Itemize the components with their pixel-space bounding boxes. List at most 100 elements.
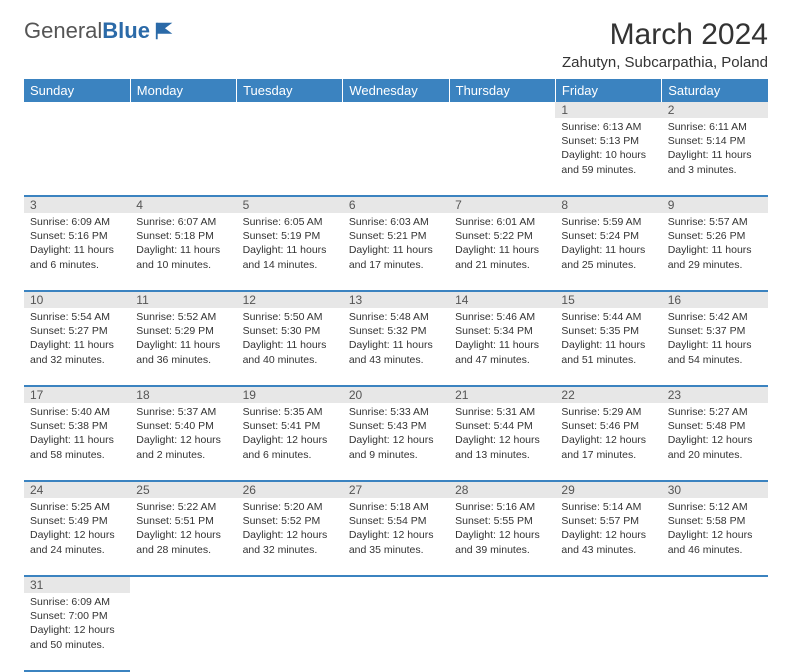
day-number-cell: 27 (343, 481, 449, 498)
day-number-cell (555, 576, 661, 593)
sunrise-line: Sunrise: 5:33 AM (349, 405, 443, 419)
day-number-cell: 26 (237, 481, 343, 498)
day-cell-content: Sunrise: 6:09 AMSunset: 5:16 PMDaylight:… (24, 213, 130, 276)
day-number-cell: 23 (662, 386, 768, 403)
week-row: Sunrise: 6:09 AMSunset: 7:00 PMDaylight:… (24, 593, 768, 671)
daylight-line: Daylight: 11 hours and 3 minutes. (668, 148, 762, 176)
daylight-line: Daylight: 11 hours and 47 minutes. (455, 338, 549, 366)
sunrise-line: Sunrise: 6:09 AM (30, 215, 124, 229)
sunset-line: Sunset: 5:38 PM (30, 419, 124, 433)
day-number-cell: 19 (237, 386, 343, 403)
daylight-line: Daylight: 12 hours and 9 minutes. (349, 433, 443, 461)
day-cell: Sunrise: 6:09 AMSunset: 7:00 PMDaylight:… (24, 593, 130, 671)
daylight-line: Daylight: 12 hours and 28 minutes. (136, 528, 230, 556)
day-number-cell: 1 (555, 102, 661, 118)
sunset-line: Sunset: 5:58 PM (668, 514, 762, 528)
daylight-line: Daylight: 12 hours and 46 minutes. (668, 528, 762, 556)
sunset-line: Sunset: 5:35 PM (561, 324, 655, 338)
sunset-line: Sunset: 5:49 PM (30, 514, 124, 528)
daylight-line: Daylight: 12 hours and 39 minutes. (455, 528, 549, 556)
day-cell-content: Sunrise: 6:11 AMSunset: 5:14 PMDaylight:… (662, 118, 768, 181)
sunrise-line: Sunrise: 5:54 AM (30, 310, 124, 324)
weekday-header: Wednesday (343, 79, 449, 102)
day-cell-content: Sunrise: 5:46 AMSunset: 5:34 PMDaylight:… (449, 308, 555, 371)
day-number-cell: 21 (449, 386, 555, 403)
day-cell-content: Sunrise: 6:07 AMSunset: 5:18 PMDaylight:… (130, 213, 236, 276)
sunset-line: Sunset: 7:00 PM (30, 609, 124, 623)
day-number-cell: 18 (130, 386, 236, 403)
day-cell-content: Sunrise: 5:54 AMSunset: 5:27 PMDaylight:… (24, 308, 130, 371)
week-row: Sunrise: 5:54 AMSunset: 5:27 PMDaylight:… (24, 308, 768, 386)
day-cell: Sunrise: 5:27 AMSunset: 5:48 PMDaylight:… (662, 403, 768, 481)
week-row: Sunrise: 6:09 AMSunset: 5:16 PMDaylight:… (24, 213, 768, 291)
day-cell-content: Sunrise: 5:52 AMSunset: 5:29 PMDaylight:… (130, 308, 236, 371)
day-cell: Sunrise: 5:54 AMSunset: 5:27 PMDaylight:… (24, 308, 130, 386)
day-cell (343, 593, 449, 671)
day-number-cell: 10 (24, 291, 130, 308)
day-cell-content: Sunrise: 5:48 AMSunset: 5:32 PMDaylight:… (343, 308, 449, 371)
day-cell (343, 118, 449, 196)
day-cell (555, 593, 661, 671)
daynum-row: 17181920212223 (24, 386, 768, 403)
day-cell (130, 593, 236, 671)
day-cell-content: Sunrise: 5:12 AMSunset: 5:58 PMDaylight:… (662, 498, 768, 561)
sunrise-line: Sunrise: 5:25 AM (30, 500, 124, 514)
weekday-header: Sunday (24, 79, 130, 102)
logo-word1: General (24, 18, 102, 43)
sunrise-line: Sunrise: 6:03 AM (349, 215, 443, 229)
day-number-cell: 9 (662, 196, 768, 213)
day-cell: Sunrise: 5:44 AMSunset: 5:35 PMDaylight:… (555, 308, 661, 386)
daynum-row: 31 (24, 576, 768, 593)
sunset-line: Sunset: 5:37 PM (668, 324, 762, 338)
daylight-line: Daylight: 11 hours and 25 minutes. (561, 243, 655, 271)
sunset-line: Sunset: 5:41 PM (243, 419, 337, 433)
daylight-line: Daylight: 12 hours and 35 minutes. (349, 528, 443, 556)
day-number-cell: 5 (237, 196, 343, 213)
day-cell: Sunrise: 5:48 AMSunset: 5:32 PMDaylight:… (343, 308, 449, 386)
daylight-line: Daylight: 12 hours and 17 minutes. (561, 433, 655, 461)
day-cell-content: Sunrise: 5:35 AMSunset: 5:41 PMDaylight:… (237, 403, 343, 466)
sunrise-line: Sunrise: 5:27 AM (668, 405, 762, 419)
day-cell (237, 593, 343, 671)
sunrise-line: Sunrise: 5:46 AM (455, 310, 549, 324)
sunset-line: Sunset: 5:13 PM (561, 134, 655, 148)
day-cell: Sunrise: 5:42 AMSunset: 5:37 PMDaylight:… (662, 308, 768, 386)
sunrise-line: Sunrise: 5:22 AM (136, 500, 230, 514)
day-number-cell (237, 576, 343, 593)
day-number-cell (662, 576, 768, 593)
day-cell: Sunrise: 5:29 AMSunset: 5:46 PMDaylight:… (555, 403, 661, 481)
daynum-row: 12 (24, 102, 768, 118)
sunrise-line: Sunrise: 5:14 AM (561, 500, 655, 514)
sunset-line: Sunset: 5:16 PM (30, 229, 124, 243)
day-cell: Sunrise: 6:01 AMSunset: 5:22 PMDaylight:… (449, 213, 555, 291)
daylight-line: Daylight: 12 hours and 13 minutes. (455, 433, 549, 461)
daylight-line: Daylight: 11 hours and 29 minutes. (668, 243, 762, 271)
day-cell-content: Sunrise: 5:57 AMSunset: 5:26 PMDaylight:… (662, 213, 768, 276)
day-cell-content: Sunrise: 5:42 AMSunset: 5:37 PMDaylight:… (662, 308, 768, 371)
daylight-line: Daylight: 12 hours and 32 minutes. (243, 528, 337, 556)
day-number-cell (343, 576, 449, 593)
sunset-line: Sunset: 5:30 PM (243, 324, 337, 338)
daylight-line: Daylight: 11 hours and 6 minutes. (30, 243, 124, 271)
sunrise-line: Sunrise: 5:29 AM (561, 405, 655, 419)
daylight-line: Daylight: 12 hours and 50 minutes. (30, 623, 124, 651)
day-cell-content: Sunrise: 6:13 AMSunset: 5:13 PMDaylight:… (555, 118, 661, 181)
day-cell: Sunrise: 6:11 AMSunset: 5:14 PMDaylight:… (662, 118, 768, 196)
sunset-line: Sunset: 5:19 PM (243, 229, 337, 243)
day-number-cell: 25 (130, 481, 236, 498)
sunset-line: Sunset: 5:29 PM (136, 324, 230, 338)
sunrise-line: Sunrise: 5:59 AM (561, 215, 655, 229)
logo-word2: Blue (102, 18, 150, 43)
week-row: Sunrise: 6:13 AMSunset: 5:13 PM Daylight:… (24, 118, 768, 196)
day-cell-content: Sunrise: 5:37 AMSunset: 5:40 PMDaylight:… (130, 403, 236, 466)
logo-text: GeneralBlue (24, 18, 150, 44)
month-title: March 2024 (562, 18, 768, 52)
day-cell: Sunrise: 5:16 AMSunset: 5:55 PMDaylight:… (449, 498, 555, 576)
sunrise-line: Sunrise: 6:13 AM (561, 120, 655, 134)
day-cell: Sunrise: 5:12 AMSunset: 5:58 PMDaylight:… (662, 498, 768, 576)
location: Zahutyn, Subcarpathia, Poland (562, 54, 768, 71)
day-number-cell: 8 (555, 196, 661, 213)
day-cell: Sunrise: 5:40 AMSunset: 5:38 PMDaylight:… (24, 403, 130, 481)
sunrise-line: Sunrise: 5:16 AM (455, 500, 549, 514)
sunrise-line: Sunrise: 5:40 AM (30, 405, 124, 419)
